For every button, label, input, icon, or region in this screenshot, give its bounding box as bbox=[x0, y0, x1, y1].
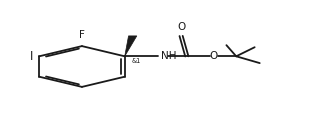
Polygon shape bbox=[125, 36, 137, 56]
Text: O: O bbox=[177, 22, 185, 32]
Text: NH: NH bbox=[161, 51, 177, 61]
Text: &1: &1 bbox=[132, 58, 141, 64]
Text: I: I bbox=[30, 50, 33, 63]
Text: F: F bbox=[79, 30, 85, 40]
Text: O: O bbox=[210, 51, 218, 61]
